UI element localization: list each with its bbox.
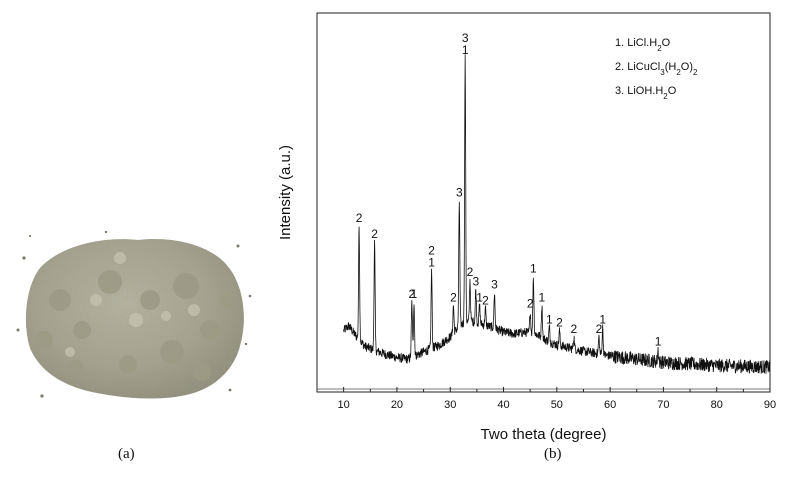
peak-label: 3 bbox=[462, 31, 469, 45]
y-axis-label: Intensity (a.u.) bbox=[277, 145, 294, 240]
peak-label: 3 bbox=[491, 278, 498, 292]
powder-photo bbox=[16, 230, 252, 399]
legend-entry-2: 2. LiCuCl3(H2O)2 bbox=[615, 61, 698, 77]
peak-label: 2 bbox=[596, 322, 603, 336]
legend-entry-3: 3. LiOH.H2O bbox=[615, 85, 677, 101]
x-tick-label: 30 bbox=[444, 399, 456, 411]
peak-label: 1 bbox=[539, 290, 546, 304]
x-tick-label: 10 bbox=[338, 399, 350, 411]
peak-label: 1 bbox=[546, 312, 553, 326]
x-tick-label: 40 bbox=[497, 399, 509, 411]
peak-label: 2 bbox=[482, 293, 489, 307]
peak-label: 2 bbox=[428, 243, 435, 257]
x-tick-label: 90 bbox=[764, 399, 776, 411]
peak-label: 2 bbox=[556, 316, 563, 330]
caption-a: (a) bbox=[118, 446, 135, 462]
x-tick-label: 50 bbox=[551, 399, 563, 411]
peak-label: 1 bbox=[655, 335, 662, 349]
peak-label: 3 bbox=[472, 274, 479, 288]
peak-label: 1 bbox=[462, 43, 469, 57]
x-tick-label: 60 bbox=[604, 399, 616, 411]
legend-entry-1: 1. LiCl.H2O bbox=[615, 37, 671, 53]
peak-label: 1 bbox=[411, 287, 418, 301]
peak-label: 2 bbox=[571, 322, 578, 336]
x-tick-label: 20 bbox=[391, 399, 403, 411]
peak-label: 2 bbox=[371, 227, 378, 241]
peak-label: 2 bbox=[467, 265, 474, 279]
figure-a-panel: (a) bbox=[0, 0, 260, 479]
x-axis-label: Two theta (degree) bbox=[481, 426, 607, 443]
peak-label: 2 bbox=[527, 297, 534, 311]
peak-label: 1 bbox=[599, 312, 606, 326]
peak-label: 2 bbox=[356, 211, 363, 225]
peak-label: 1 bbox=[476, 290, 483, 304]
peak-label: 2 bbox=[450, 290, 457, 304]
plot-frame bbox=[316, 12, 771, 393]
peak-label: 3 bbox=[456, 186, 463, 200]
x-tick-label: 70 bbox=[657, 399, 669, 411]
x-tick-label: 80 bbox=[711, 399, 723, 411]
peak-label: 2 bbox=[409, 287, 416, 301]
peak-label: 1 bbox=[428, 255, 435, 269]
legend: 1. LiCl.H2O 2. LiCuCl3(H2O)2 3. LiOH.H2O bbox=[615, 37, 698, 101]
peak-label: 1 bbox=[530, 262, 537, 276]
caption-b: (b) bbox=[544, 446, 562, 462]
series-line bbox=[343, 54, 771, 374]
